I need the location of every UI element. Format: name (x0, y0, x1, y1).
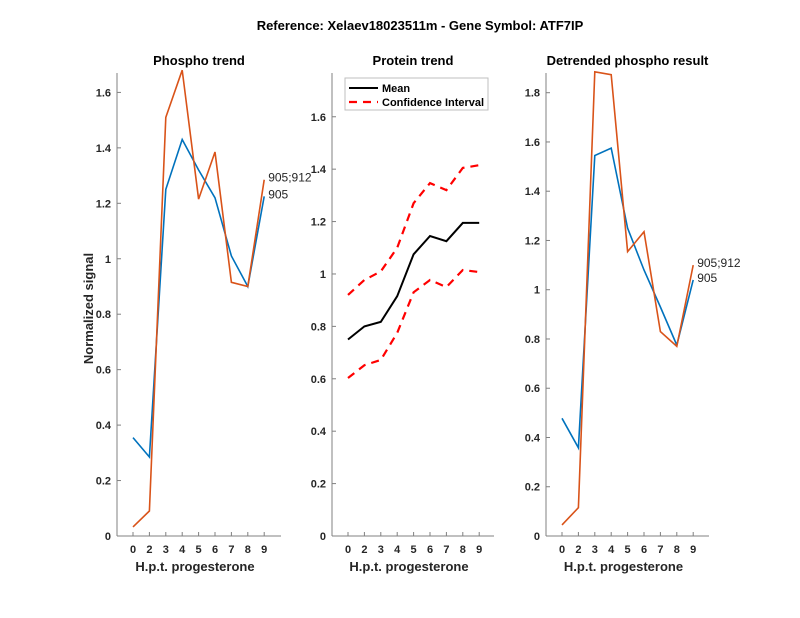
x-tick-label: 6 (212, 544, 218, 556)
x-tick-label: 9 (261, 544, 267, 556)
series-line-confidence-interval-upper- (347, 164, 480, 296)
y-tick-label: 0 (105, 531, 111, 543)
y-tick-label: 0.8 (311, 321, 326, 333)
y-tick-label: 0.2 (311, 479, 326, 491)
x-tick-label: 9 (690, 544, 696, 556)
y-tick-label: 0 (534, 531, 540, 543)
x-tick-label: 8 (460, 544, 466, 556)
y-tick-label: 1.4 (96, 143, 112, 155)
x-tick-label: 7 (443, 544, 449, 556)
axes-title: Phospho trend (153, 53, 245, 68)
y-tick-label: 1.8 (525, 88, 540, 100)
y-tick-label: 0.4 (525, 432, 541, 444)
x-tick-label: 8 (245, 544, 251, 556)
legend-box (344, 77, 489, 111)
x-tick-label: 5 (411, 544, 417, 556)
y-tick-label: 1 (320, 269, 326, 281)
y-tick-label: 1.2 (311, 217, 326, 229)
x-tick-label: 9 (476, 544, 482, 556)
x-tick-label: 0 (559, 544, 565, 556)
series-annotation: 905;912 (697, 256, 741, 270)
y-tick-label: 1.6 (96, 87, 111, 99)
y-tick-label: 0.8 (96, 309, 111, 321)
x-tick-label: 2 (575, 544, 581, 556)
y-tick-label: 0.6 (311, 374, 326, 386)
figure-title: Reference: Xelaev18023511m - Gene Symbol… (257, 18, 584, 33)
series-line-mean (347, 221, 480, 341)
y-tick-label: 0.2 (96, 476, 111, 488)
legend-label-mean: Mean (382, 83, 410, 95)
x-axis-label: H.p.t. progesterone (135, 559, 254, 574)
series-line-905 (132, 137, 265, 460)
y-axis-label: Normalized signal (81, 253, 96, 364)
y-tick-label: 1.4 (525, 186, 541, 198)
x-tick-label: 2 (146, 544, 152, 556)
axes-title: Protein trend (373, 53, 454, 68)
y-tick-label: 1.2 (96, 198, 111, 210)
x-tick-label: 0 (130, 544, 136, 556)
y-tick-label: 1.6 (311, 112, 326, 124)
axes-title: Detrended phospho result (547, 53, 709, 68)
series-line-905-912 (561, 70, 694, 526)
series-line-905-912 (132, 69, 265, 528)
series-line-confidence-interval-lower- (347, 268, 480, 379)
x-tick-label: 4 (608, 544, 615, 556)
x-tick-label: 3 (592, 544, 598, 556)
y-tick-label: 1.2 (525, 235, 540, 247)
x-tick-label: 5 (625, 544, 631, 556)
x-tick-label: 6 (641, 544, 647, 556)
x-tick-label: 3 (378, 544, 384, 556)
legend: Mean Confidence Interval (344, 77, 489, 111)
x-tick-label: 5 (196, 544, 202, 556)
y-tick-label: 0.2 (525, 482, 540, 494)
x-tick-label: 8 (674, 544, 680, 556)
y-tick-label: 1.6 (525, 137, 540, 149)
x-tick-label: 4 (394, 544, 401, 556)
y-tick-label: 0.6 (96, 365, 111, 377)
x-tick-label: 3 (163, 544, 169, 556)
y-tick-label: 0.8 (525, 334, 540, 346)
series-annotation: 905 (268, 187, 288, 201)
y-tick-label: 1 (105, 254, 111, 266)
y-tick-label: 0.4 (311, 426, 327, 438)
y-tick-label: 1 (534, 285, 540, 297)
series-annotation: 905 (697, 271, 717, 285)
x-tick-label: 7 (657, 544, 663, 556)
y-tick-label: 1.4 (311, 164, 327, 176)
y-tick-label: 0.4 (96, 420, 112, 432)
y-tick-label: 0 (320, 531, 326, 543)
x-tick-label: 6 (427, 544, 433, 556)
x-axis-label: H.p.t. progesterone (564, 559, 683, 574)
x-tick-label: 4 (179, 544, 186, 556)
legend-label-ci: Confidence Interval (382, 97, 484, 109)
series-annotation: 905;912 (268, 171, 312, 185)
y-tick-label: 0.6 (525, 383, 540, 395)
x-tick-label: 2 (361, 544, 367, 556)
x-tick-label: 0 (345, 544, 351, 556)
axes-3: Detrended phospho result 0 0.2 0.4 0.6 0.8 1 1.… (525, 53, 741, 574)
x-axis-label: H.p.t. progesterone (349, 559, 468, 574)
x-tick-label: 7 (228, 544, 234, 556)
